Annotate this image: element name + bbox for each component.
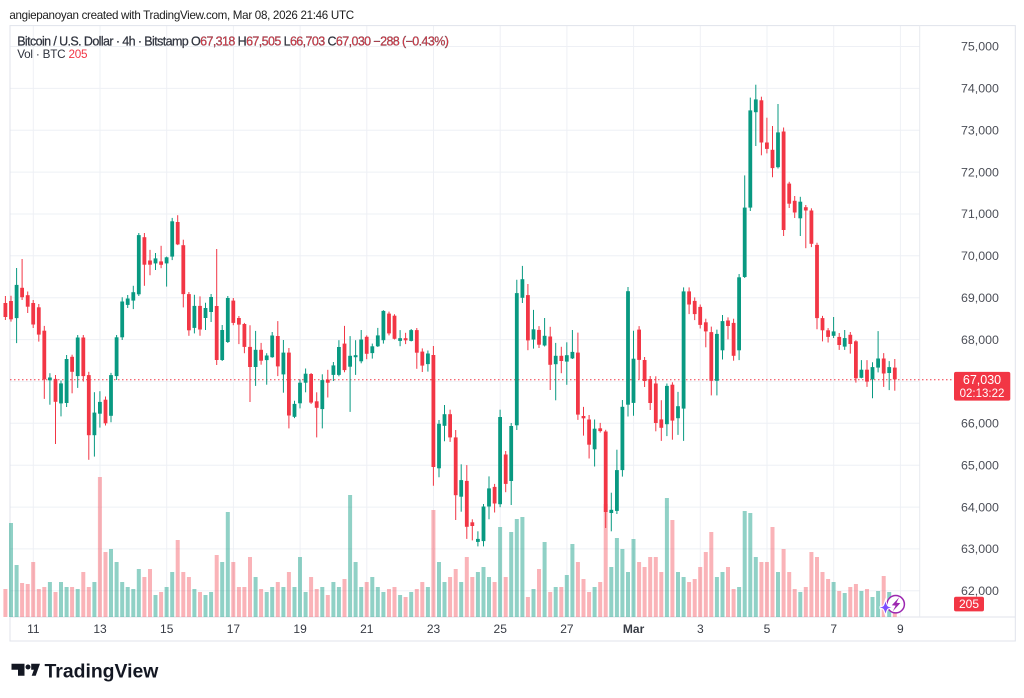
svg-text:73,000: 73,000 — [961, 123, 999, 137]
svg-text:75,000: 75,000 — [961, 40, 999, 54]
svg-text:angiepanoyan created with Trad: angiepanoyan created with TradingView.co… — [9, 9, 353, 22]
svg-text:67,030: 67,030 — [963, 373, 1001, 387]
svg-text:21: 21 — [360, 622, 374, 636]
svg-text:72,000: 72,000 — [961, 165, 999, 179]
svg-text:7: 7 — [830, 622, 837, 636]
svg-text:9: 9 — [897, 622, 904, 636]
svg-text:62,000: 62,000 — [961, 584, 999, 598]
svg-text:70,000: 70,000 — [961, 249, 999, 263]
svg-text:64,000: 64,000 — [961, 500, 999, 514]
svg-text:3: 3 — [697, 622, 704, 636]
svg-text:66,000: 66,000 — [961, 417, 999, 431]
svg-text:25: 25 — [494, 622, 508, 636]
svg-text:TradingView: TradingView — [45, 660, 160, 682]
svg-text:71,000: 71,000 — [961, 207, 999, 221]
svg-text:69,000: 69,000 — [961, 291, 999, 305]
svg-text:205: 205 — [959, 597, 979, 611]
svg-text:02:13:22: 02:13:22 — [960, 388, 1005, 400]
svg-text:63,000: 63,000 — [961, 542, 999, 556]
svg-text:Bitcoin / U.S. Dollar · 4h · B: Bitcoin / U.S. Dollar · 4h · Bitstamp O6… — [17, 35, 449, 49]
svg-text:23: 23 — [427, 622, 441, 636]
svg-text:74,000: 74,000 — [961, 82, 999, 96]
svg-text:65,000: 65,000 — [961, 458, 999, 472]
svg-text:5: 5 — [764, 622, 771, 636]
svg-text:27: 27 — [560, 622, 574, 636]
svg-text:17: 17 — [227, 622, 241, 636]
svg-text:Vol · BTC 205: Vol · BTC 205 — [17, 48, 88, 61]
svg-text:15: 15 — [160, 622, 174, 636]
svg-text:68,000: 68,000 — [961, 333, 999, 347]
svg-text:Mar: Mar — [623, 622, 645, 636]
svg-text:13: 13 — [93, 622, 107, 636]
svg-text:11: 11 — [27, 622, 40, 636]
svg-text:19: 19 — [293, 622, 307, 636]
